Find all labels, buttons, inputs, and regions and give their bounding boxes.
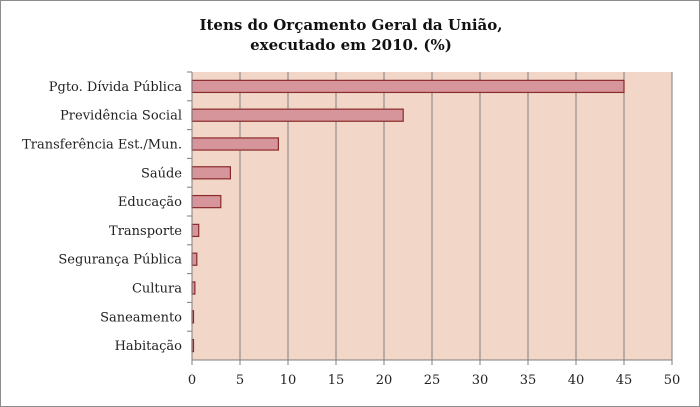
x-tick-label: 10 [280, 373, 297, 388]
bar [191, 223, 200, 238]
category-label: Cultura [132, 282, 182, 297]
x-tick-label: 5 [236, 373, 244, 388]
x-tick-label: 0 [188, 373, 196, 388]
category-label: Educação [118, 195, 182, 210]
category-label: Saneamento [100, 310, 182, 325]
x-tick-label: 20 [376, 373, 393, 388]
category-label: Pgto. Dívida Pública [49, 80, 182, 95]
category-label: Habitação [115, 339, 183, 354]
bar [191, 194, 222, 209]
bar [191, 252, 198, 266]
x-tick-label: 35 [520, 373, 537, 388]
category-label: Transporte [109, 224, 182, 239]
category-label: Previdência Social [60, 109, 182, 124]
x-tick-label: 25 [424, 373, 441, 388]
chart-title: Itens do Orçamento Geral da União, execu… [1, 15, 700, 55]
category-label: Transferência Est./Mun. [22, 138, 182, 153]
x-tick-label: 30 [472, 373, 489, 388]
bar [191, 137, 280, 151]
category-label: Saúde [141, 166, 182, 181]
category-labels: Pgto. Dívida Pública Previdência Social Tr… [22, 80, 182, 354]
bars [191, 79, 625, 353]
chart-title-line-1: Itens do Orçamento Geral da União, [199, 16, 503, 34]
x-tick-label: 50 [664, 373, 681, 388]
bar [191, 79, 625, 94]
x-tick-label: 45 [616, 373, 633, 388]
category-label: Segurança Pública [58, 253, 182, 268]
bar [191, 108, 404, 122]
chart-title-line-2: executado em 2010. (%) [250, 36, 452, 54]
x-tick-label: 40 [568, 373, 585, 388]
bar [191, 166, 232, 180]
x-tick-labels: 0 5 10 15 20 25 30 35 40 45 50 [188, 373, 680, 388]
x-tick-label: 15 [328, 373, 345, 388]
